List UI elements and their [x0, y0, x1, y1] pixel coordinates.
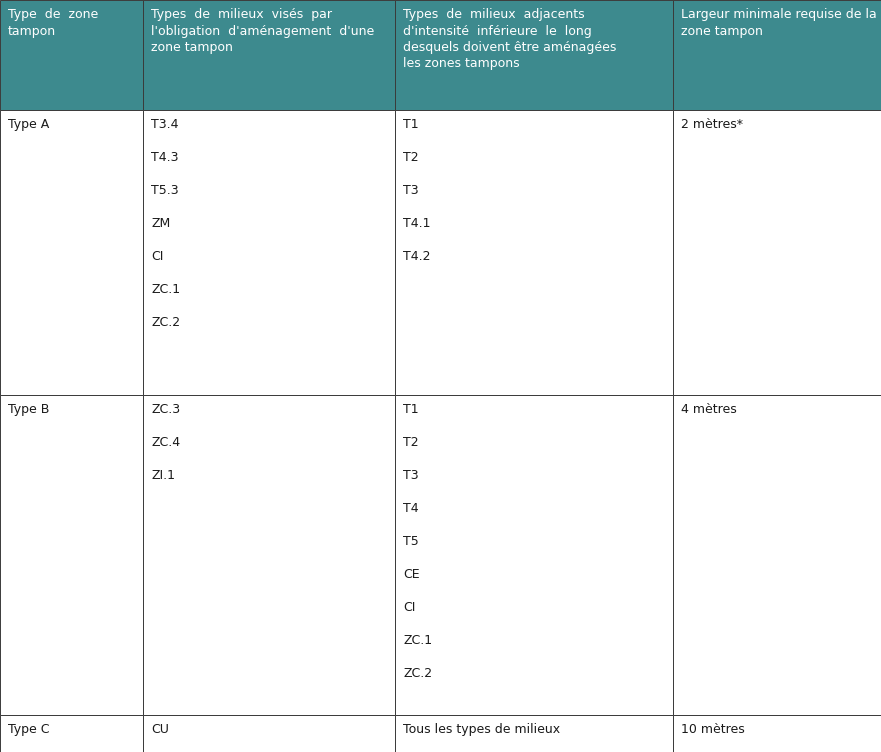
Text: Type B: Type B [8, 403, 49, 416]
Text: ZC.3

ZC.4

ZI.1: ZC.3 ZC.4 ZI.1 [151, 403, 180, 482]
Text: T1

T2

T3

T4.1

T4.2: T1 T2 T3 T4.1 T4.2 [403, 118, 431, 263]
Bar [143, 715, 395, 752]
Bar [673, 110, 881, 395]
Bar [143, 395, 395, 715]
Text: 2 mètres*: 2 mètres* [681, 118, 743, 131]
Bar [395, 715, 673, 752]
Bar [673, 715, 881, 752]
Text: Type C: Type C [8, 723, 49, 736]
Bar [673, 395, 881, 715]
Text: T3.4

T4.3

T5.3

ZM

CI

ZC.1

ZC.2: T3.4 T4.3 T5.3 ZM CI ZC.1 ZC.2 [151, 118, 180, 329]
Bar [143, 0, 395, 110]
Text: 4 mètres: 4 mètres [681, 403, 737, 416]
Bar [143, 110, 395, 395]
Text: Type A: Type A [8, 118, 49, 131]
Text: Type  de  zone
tampon: Type de zone tampon [8, 8, 99, 38]
Text: Tous les types de milieux: Tous les types de milieux [403, 723, 560, 736]
Text: T1

T2

T3

T4

T5

CE

CI

ZC.1

ZC.2: T1 T2 T3 T4 T5 CE CI ZC.1 ZC.2 [403, 403, 432, 680]
Bar [0, 0, 143, 110]
Bar [395, 110, 673, 395]
Bar [0, 395, 143, 715]
Text: Types  de  milieux  adjacents
d'intensité  inférieure  le  long
desquels doivent: Types de milieux adjacents d'intensité i… [403, 8, 617, 71]
Bar [395, 395, 673, 715]
Bar [0, 715, 143, 752]
Text: CU

ZI.2: CU ZI.2 [151, 723, 175, 752]
Bar [395, 0, 673, 110]
Text: Types  de  milieux  visés  par
l'obligation  d'aménagement  d'une
zone tampon: Types de milieux visés par l'obligation … [151, 8, 374, 54]
Bar [673, 0, 881, 110]
Bar [0, 110, 143, 395]
Text: Largeur minimale requise de la
zone tampon: Largeur minimale requise de la zone tamp… [681, 8, 877, 38]
Text: 10 mètres: 10 mètres [681, 723, 744, 736]
